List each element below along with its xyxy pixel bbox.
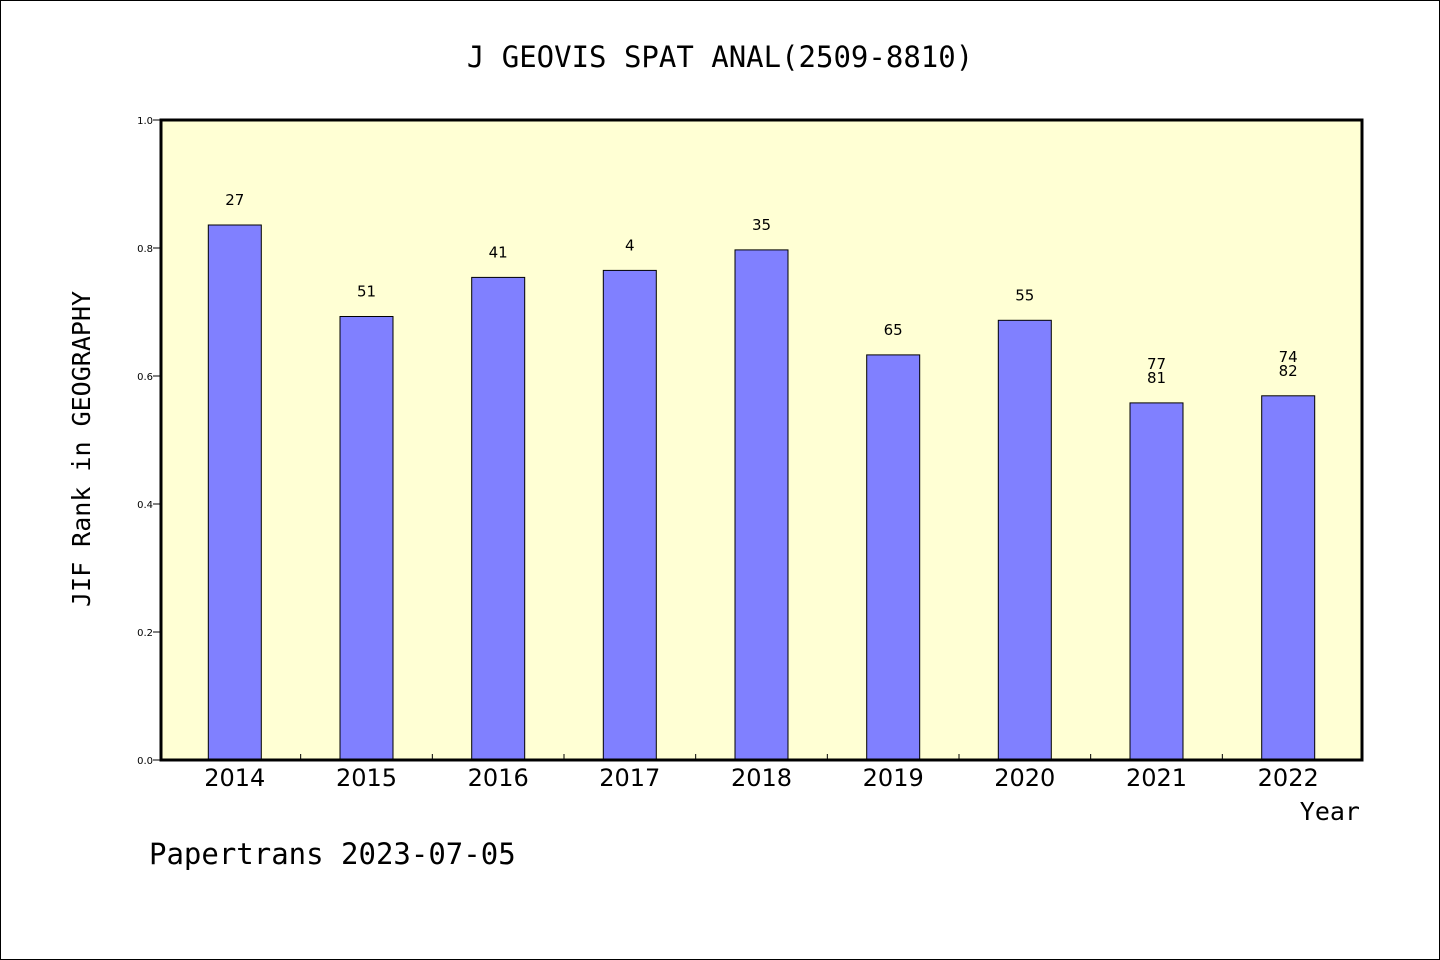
bar-2022 <box>1261 395 1316 761</box>
x-axis-label: Year <box>1300 797 1360 826</box>
y-axis-label: JIF Rank in GEOGRAPHY <box>67 291 96 607</box>
y-tick-label: 0.8 <box>137 244 153 255</box>
x-tick-label: 2022 <box>1258 764 1319 792</box>
data-label: 77 <box>1147 355 1166 373</box>
x-axis: 2014 2015 2016 2017 2018 2019 2020 2021 2022 <box>204 754 1319 792</box>
plot-border <box>159 118 1364 762</box>
x-tick-label: 2018 <box>731 764 792 792</box>
data-label: 55 <box>1015 286 1034 304</box>
bar-2014 <box>207 224 262 761</box>
bar-2019 <box>866 354 921 761</box>
x-tick-label: 2015 <box>336 764 397 792</box>
x-tick-label: 2016 <box>468 764 529 792</box>
data-label: 81 <box>1147 369 1166 387</box>
footer-credit: Papertrans 2023-07-05 <box>149 837 516 871</box>
chart-title: J GEOVIS SPAT ANAL(2509-8810) <box>467 40 973 74</box>
data-label: 4 <box>625 236 635 254</box>
bars-layer <box>207 224 1316 761</box>
y-tick-label: 0.6 <box>137 372 153 383</box>
y-tick-label: 1.0 <box>137 116 153 127</box>
data-label: 27 <box>225 191 244 209</box>
data-label: 82 <box>1279 362 1298 380</box>
data-label: 65 <box>884 321 903 339</box>
bar-2018 <box>734 249 789 761</box>
data-label: 74 <box>1279 348 1298 366</box>
bar-2015 <box>339 316 394 761</box>
bar-2017 <box>602 269 657 761</box>
x-tick-label: 2020 <box>994 764 1055 792</box>
x-tick-label: 2017 <box>599 764 660 792</box>
data-label: 51 <box>357 283 376 301</box>
y-tick-label: 0.2 <box>137 628 153 639</box>
y-axis: 0.0 0.2 0.4 0.6 0.8 1.0 <box>137 116 161 767</box>
x-tick-label: 2021 <box>1126 764 1187 792</box>
bar-2020 <box>997 319 1052 761</box>
bar-2021 <box>1129 402 1184 761</box>
y-tick-label: 0.0 <box>137 756 153 767</box>
x-tick-label: 2014 <box>204 764 265 792</box>
data-label: 41 <box>489 243 508 261</box>
x-tick-label: 2019 <box>863 764 924 792</box>
bar-2016 <box>471 276 526 761</box>
y-tick-label: 0.4 <box>137 500 153 511</box>
data-label: 35 <box>752 216 771 234</box>
